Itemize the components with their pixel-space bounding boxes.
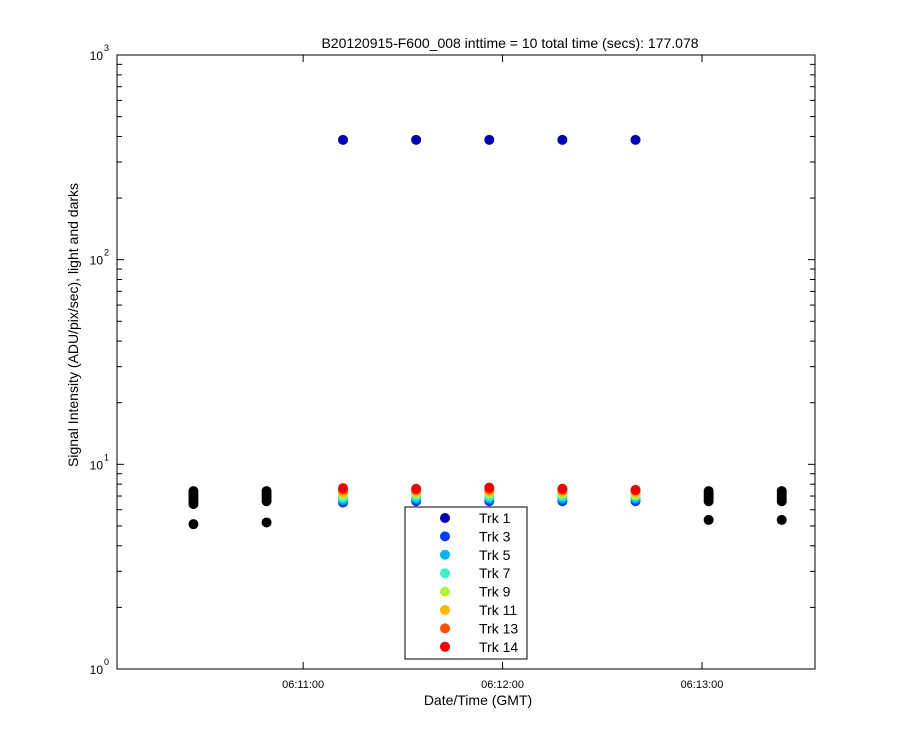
legend-label: Trk 7 [479, 565, 511, 581]
legend-marker [440, 513, 450, 523]
x-tick-label: 06:12:00 [481, 679, 524, 691]
y-tick-exponent: 1 [104, 452, 109, 462]
y-tick-label: 10 [90, 254, 104, 268]
series-point [411, 134, 422, 145]
legend-marker [440, 623, 450, 634]
x-axis-label: Date/Time (GMT) [424, 692, 532, 708]
dark-point [776, 496, 787, 507]
y-axis-label: Signal Intensity (ADU/pix/sec), light an… [65, 183, 81, 467]
legend-label: Trk 11 [479, 602, 517, 618]
x-tick-label: 06:13:00 [681, 679, 724, 691]
y-tick-exponent: 0 [104, 657, 109, 667]
legend-marker [440, 605, 450, 615]
legend-marker [440, 568, 450, 579]
y-tick-label: 10 [90, 458, 104, 472]
y-tick-label: 10 [90, 663, 104, 677]
legend-marker [440, 641, 450, 652]
dark-point [776, 514, 787, 525]
legend-marker [440, 531, 450, 542]
series-point [557, 483, 568, 494]
legend-marker [440, 586, 450, 597]
legend-label: Trk 14 [479, 639, 518, 655]
legend-label: Trk 3 [479, 528, 511, 544]
y-tick-label: 10 [90, 49, 104, 63]
series-point [338, 483, 349, 494]
legend: Trk 1 Trk 3 Trk 5 Trk 7 Trk 9 Trk 11 Trk 13 Trk… [404, 506, 528, 660]
dark-point [188, 519, 199, 530]
legend-label: Trk 9 [479, 584, 511, 600]
data-points [188, 134, 787, 530]
legend-label: Trk 5 [479, 547, 511, 563]
series-point [630, 484, 641, 495]
legend-marker [440, 549, 450, 560]
series-point [411, 483, 422, 494]
series-point [484, 134, 495, 145]
dark-point [261, 517, 272, 528]
dark-point [188, 499, 199, 510]
dark-point [703, 496, 714, 507]
chart-title: B20120915-F600_008 inttime = 10 total ti… [321, 35, 698, 51]
legend-label: Trk 13 [479, 620, 518, 636]
y-tick-exponent: 2 [104, 248, 109, 258]
x-tick-label: 06:11:00 [282, 679, 324, 691]
series-point [338, 134, 349, 145]
dark-point [703, 514, 714, 525]
series-point [484, 482, 495, 493]
legend-label: Trk 1 [479, 510, 511, 526]
y-tick-exponent: 3 [104, 43, 109, 53]
dark-point [261, 496, 272, 507]
legend-box [404, 506, 528, 660]
series-point [557, 134, 568, 145]
series-point [630, 134, 641, 145]
